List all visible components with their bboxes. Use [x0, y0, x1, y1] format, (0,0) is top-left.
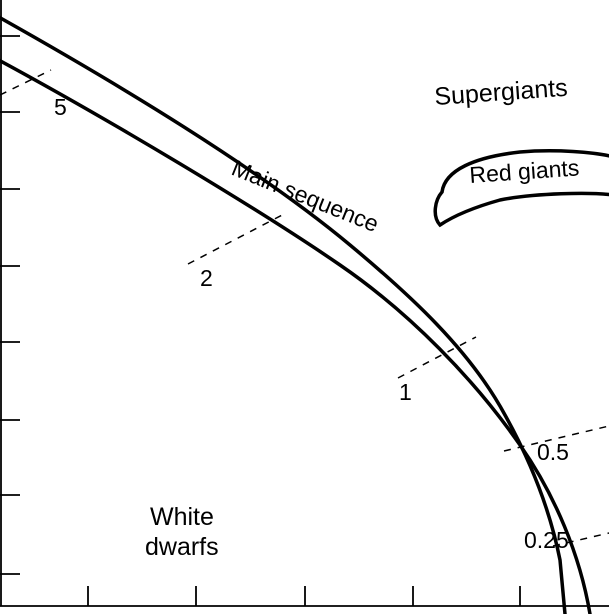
mv-0.25: 0.25	[524, 527, 569, 553]
main-sequence-lower	[0, 58, 590, 614]
mv-0.5: 0.5	[537, 439, 569, 465]
lbl-white: White	[150, 503, 214, 531]
mv-2: 2	[200, 265, 213, 291]
mv-5: 5	[54, 94, 67, 120]
hr-diagram: 5210.50.25SupergiantsMain sequenceRed gi…	[0, 0, 609, 614]
lbl-supergiants: Supergiants	[433, 74, 568, 111]
mv-1: 1	[399, 379, 412, 405]
lbl-main-sequence: Main sequence	[228, 155, 382, 238]
lbl-dwarfs: dwarfs	[145, 533, 219, 561]
